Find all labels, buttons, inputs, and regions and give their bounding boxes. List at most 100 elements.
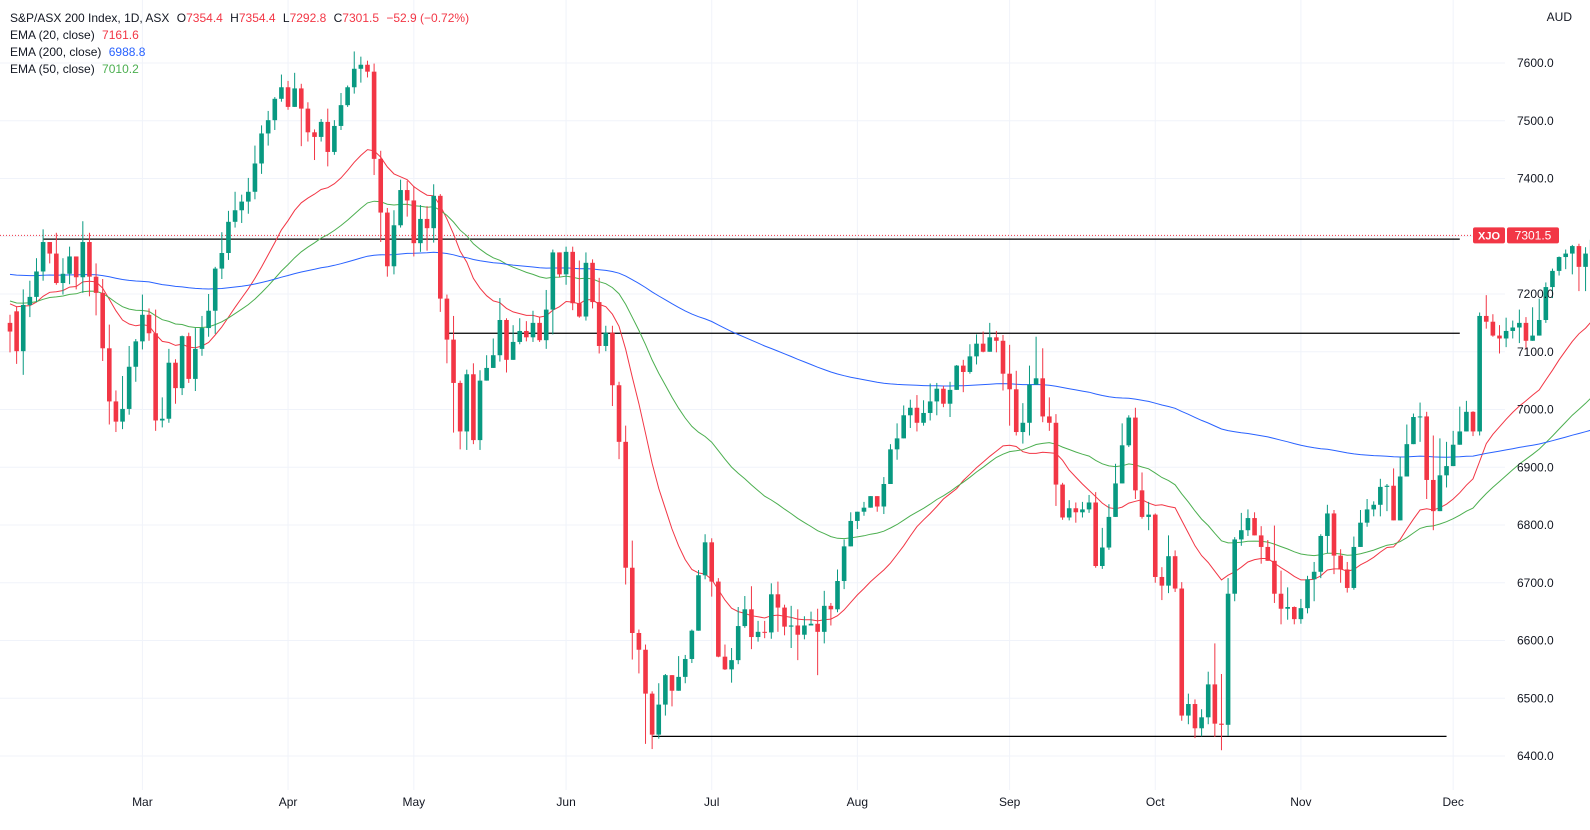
candle-body [1457, 431, 1463, 445]
close-label: C [333, 11, 343, 25]
candle-up [193, 328, 198, 392]
candle-up [239, 194, 244, 223]
candle-up [1450, 430, 1456, 467]
candle-up [841, 539, 847, 590]
ema20-label: EMA (20, close) [10, 28, 95, 42]
candle-body [1358, 522, 1363, 547]
candle-up [318, 119, 324, 142]
candle-down [1060, 482, 1065, 520]
candle-up [1543, 282, 1549, 323]
candle-up [1232, 537, 1237, 602]
candle-body [1536, 319, 1542, 336]
candle-body [1378, 486, 1383, 505]
candle-up [199, 315, 205, 356]
candle-down [716, 578, 721, 658]
y-tick-label: 6700.0 [1517, 576, 1554, 590]
ema20-value: 7161.6 [102, 28, 139, 42]
y-tick-label: 7200.0 [1517, 287, 1554, 301]
candle-body [1543, 287, 1549, 320]
candle-body [212, 268, 218, 311]
candle-up [1126, 415, 1132, 448]
candle-body [1384, 485, 1390, 487]
candle-down [1523, 317, 1529, 350]
candle-down [371, 63, 377, 176]
legend-ema50-row[interactable]: EMA (50, close) 7010.2 [10, 61, 473, 78]
candle-body [967, 356, 973, 372]
legend-ema20-row[interactable]: EMA (20, close) 7161.6 [10, 27, 473, 44]
candle-down [1013, 370, 1019, 436]
candle-body [1252, 518, 1257, 536]
candle-up [729, 648, 734, 683]
candle-body [305, 108, 311, 133]
y-tick-label: 6500.0 [1517, 691, 1554, 705]
candle-body [1298, 608, 1304, 620]
candle-body [868, 496, 873, 508]
candle-body [1152, 514, 1158, 577]
grid [0, 0, 1505, 790]
candle-body [682, 658, 688, 677]
candle-body [1192, 704, 1198, 729]
candle-body [947, 389, 953, 404]
symbol-tag-text: XJO [1478, 230, 1500, 242]
currency-label: AUD [1546, 10, 1572, 24]
candle-down [1047, 397, 1052, 431]
candle-down [73, 256, 79, 290]
candle-up [543, 289, 549, 349]
x-tick-label: Nov [1290, 795, 1311, 809]
low-label: L [282, 11, 290, 25]
candle-up [133, 339, 139, 382]
candle-body [351, 68, 357, 88]
change-value: −52.9 (−0.72%) [386, 11, 470, 25]
candle-up [140, 294, 145, 350]
candle-up [1397, 456, 1403, 521]
ema50-line [9, 200, 1590, 557]
candle-body [1053, 422, 1059, 485]
candle-down [438, 194, 443, 312]
candle-body [292, 88, 297, 107]
candle-body [133, 341, 139, 367]
candle-body [438, 195, 443, 299]
candle-body [1497, 335, 1502, 339]
candle-up [967, 344, 973, 374]
candle-up [1305, 575, 1310, 614]
candle-down [1272, 525, 1277, 603]
candle-body [821, 605, 827, 632]
candle-body [285, 87, 291, 107]
candle-body [385, 212, 390, 267]
candle-up [550, 249, 556, 335]
candle-up [1437, 438, 1443, 512]
x-tick-label: Sep [999, 795, 1021, 809]
candle-up [1146, 501, 1151, 531]
candle-up [418, 205, 423, 252]
candle-body [504, 319, 509, 360]
candle-up [656, 683, 662, 739]
candle-up [1285, 587, 1290, 620]
candle-up [1411, 413, 1416, 445]
candle-down [1212, 643, 1218, 737]
candle-body [325, 121, 331, 152]
candle-body [769, 594, 774, 633]
symbol-title: S&P/ASX 200 Index, 1D, ASX [10, 11, 170, 25]
candle-down [153, 309, 158, 431]
candle-body [1311, 571, 1317, 580]
candle-body [54, 253, 59, 284]
candle-body [40, 242, 46, 272]
candle-body [404, 190, 410, 201]
candle-up [603, 325, 609, 352]
candle-down [186, 332, 192, 383]
candle-body [1411, 417, 1416, 445]
candle-up [934, 382, 940, 416]
chart-legend: S&P/ASX 200 Index, 1D, ASX O7354.4 H7354… [10, 10, 473, 78]
candle-body [107, 348, 112, 402]
candle-body [1033, 378, 1039, 385]
candle-up [40, 229, 46, 281]
candle-up [702, 534, 708, 580]
candle-up [398, 179, 403, 228]
candle-body [140, 314, 145, 342]
candle-body [570, 251, 575, 304]
candle-body [7, 322, 13, 332]
candle-up [212, 266, 218, 334]
legend-ema200-row[interactable]: EMA (200, close) 6988.8 [10, 44, 473, 61]
